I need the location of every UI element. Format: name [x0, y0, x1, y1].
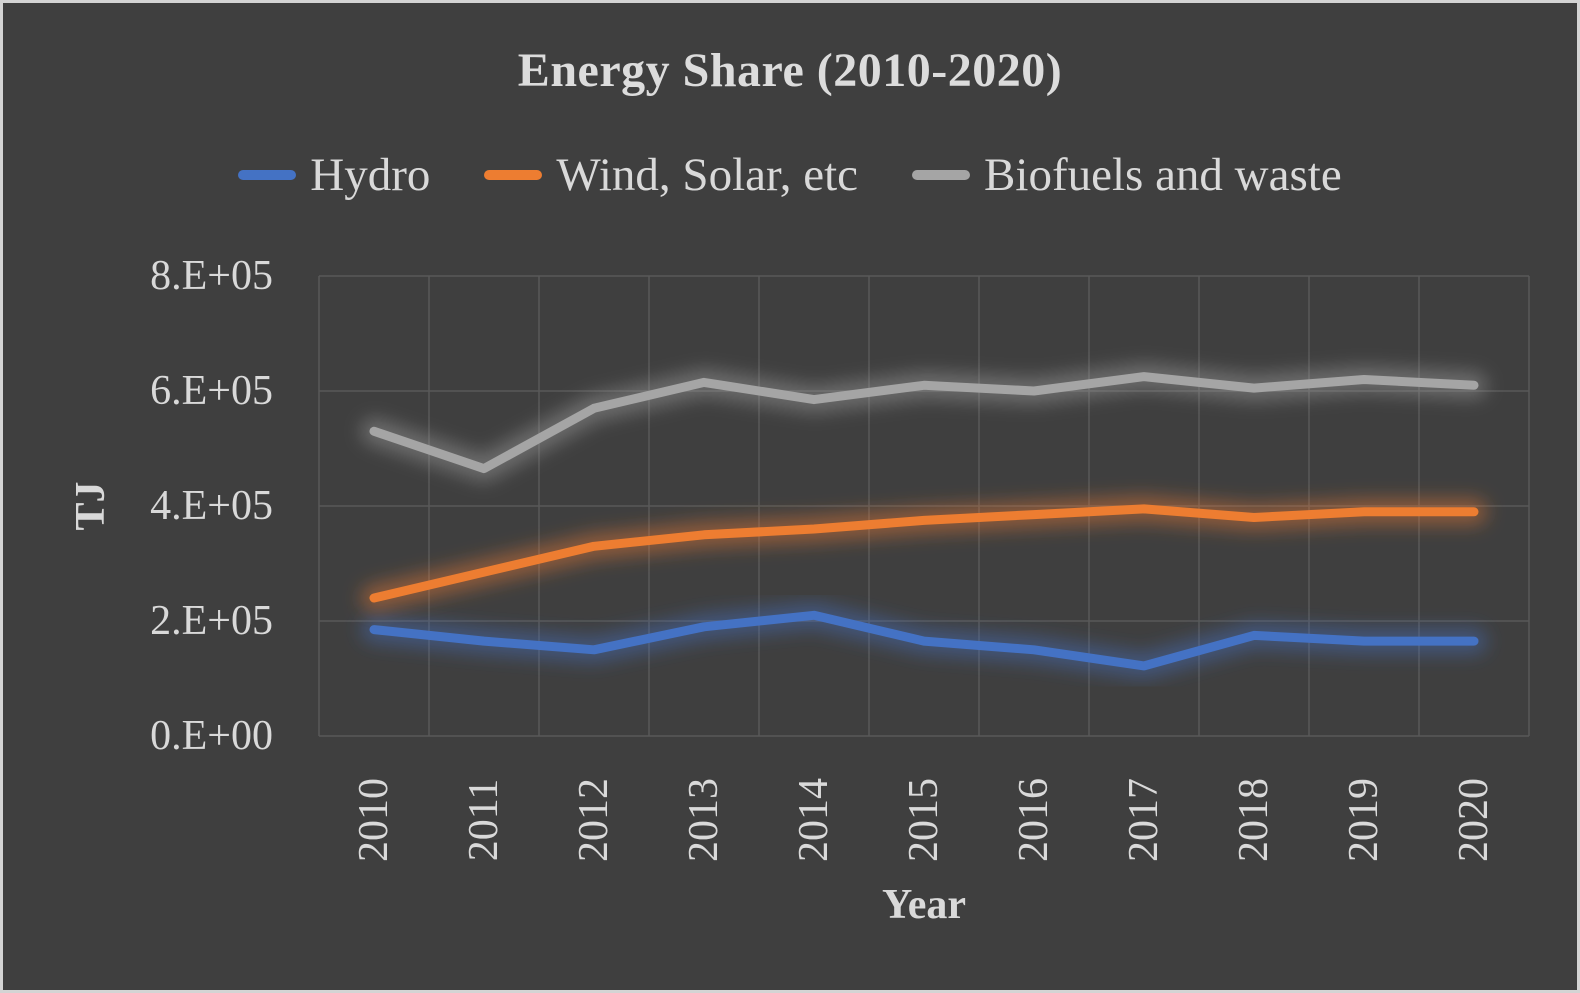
x-tick-label: 2013	[681, 778, 727, 862]
legend-label-biofuels: Biofuels and waste	[984, 148, 1342, 201]
x-tick-label: 2019	[1341, 778, 1387, 862]
legend-item-hydro: Hydro	[238, 148, 431, 201]
legend-label-wind-solar: Wind, Solar, etc	[556, 148, 859, 201]
legend-label-hydro: Hydro	[310, 148, 431, 201]
x-tick-label: 2011	[461, 778, 507, 862]
chart-legend: Hydro Wind, Solar, etc Biofuels and wast…	[3, 143, 1577, 207]
x-tick-label: 2016	[1011, 778, 1057, 862]
x-tick-label: 2014	[791, 778, 837, 862]
x-tick-label: 2017	[1121, 778, 1167, 862]
y-tick-label: 2.E+05	[150, 598, 273, 644]
y-tick-label: 4.E+05	[150, 483, 273, 529]
series-line-wind-solar-etc	[369, 504, 1479, 603]
legend-line-swatch-biofuels	[912, 170, 971, 180]
legend-item-biofuels: Biofuels and waste	[912, 148, 1342, 201]
series-line-biofuels-and-waste	[369, 372, 1479, 474]
y-tick-label: 6.E+05	[150, 368, 273, 414]
x-tick-label: 2020	[1451, 778, 1497, 862]
legend-line-swatch-wind-solar	[484, 170, 543, 180]
x-tick-label: 2010	[351, 778, 397, 862]
x-tick-label: 2018	[1231, 778, 1277, 862]
legend-item-wind-solar: Wind, Solar, etc	[484, 148, 859, 201]
line-chart-plot	[318, 275, 1530, 737]
chart-title: Energy Share (2010-2020)	[517, 44, 1063, 97]
y-axis-title: TJ	[68, 481, 114, 531]
x-axis-title: Year	[882, 882, 966, 928]
y-tick-label: 8.E+05	[150, 253, 273, 299]
x-tick-label: 2015	[901, 778, 947, 862]
legend-line-swatch-hydro	[238, 170, 297, 180]
series-lines	[361, 363, 1487, 679]
series-line-hydro	[369, 610, 1479, 671]
x-tick-label: 2012	[571, 778, 617, 862]
y-tick-label: 0.E+00	[150, 713, 273, 759]
